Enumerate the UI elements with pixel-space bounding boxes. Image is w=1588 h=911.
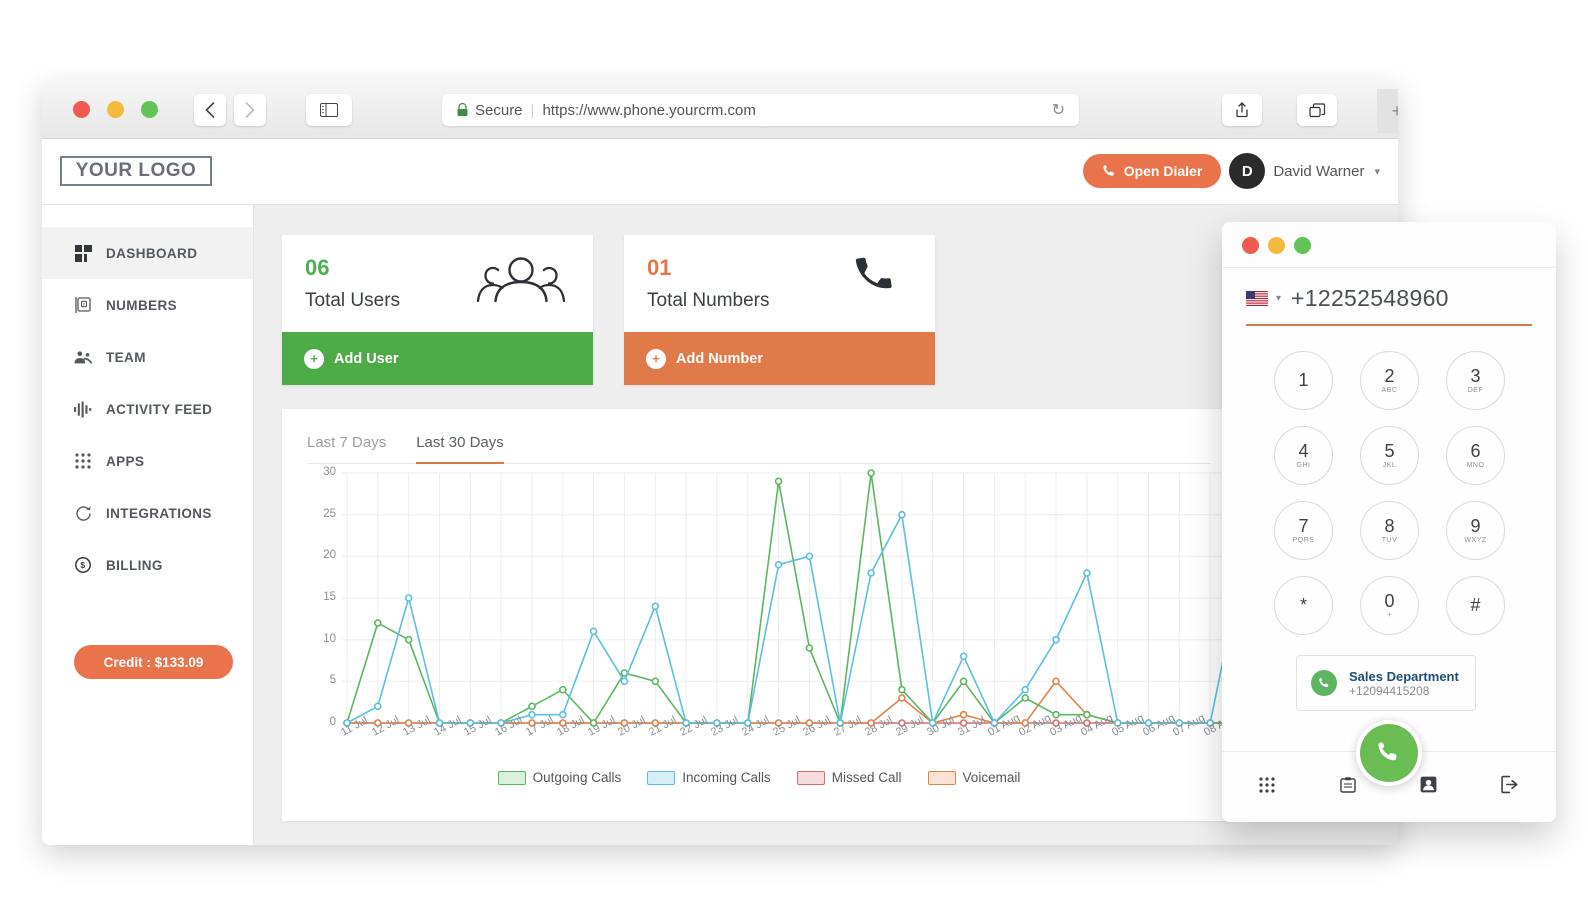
svg-text:$: $ xyxy=(80,560,85,570)
svg-text:2: 2 xyxy=(83,303,85,307)
